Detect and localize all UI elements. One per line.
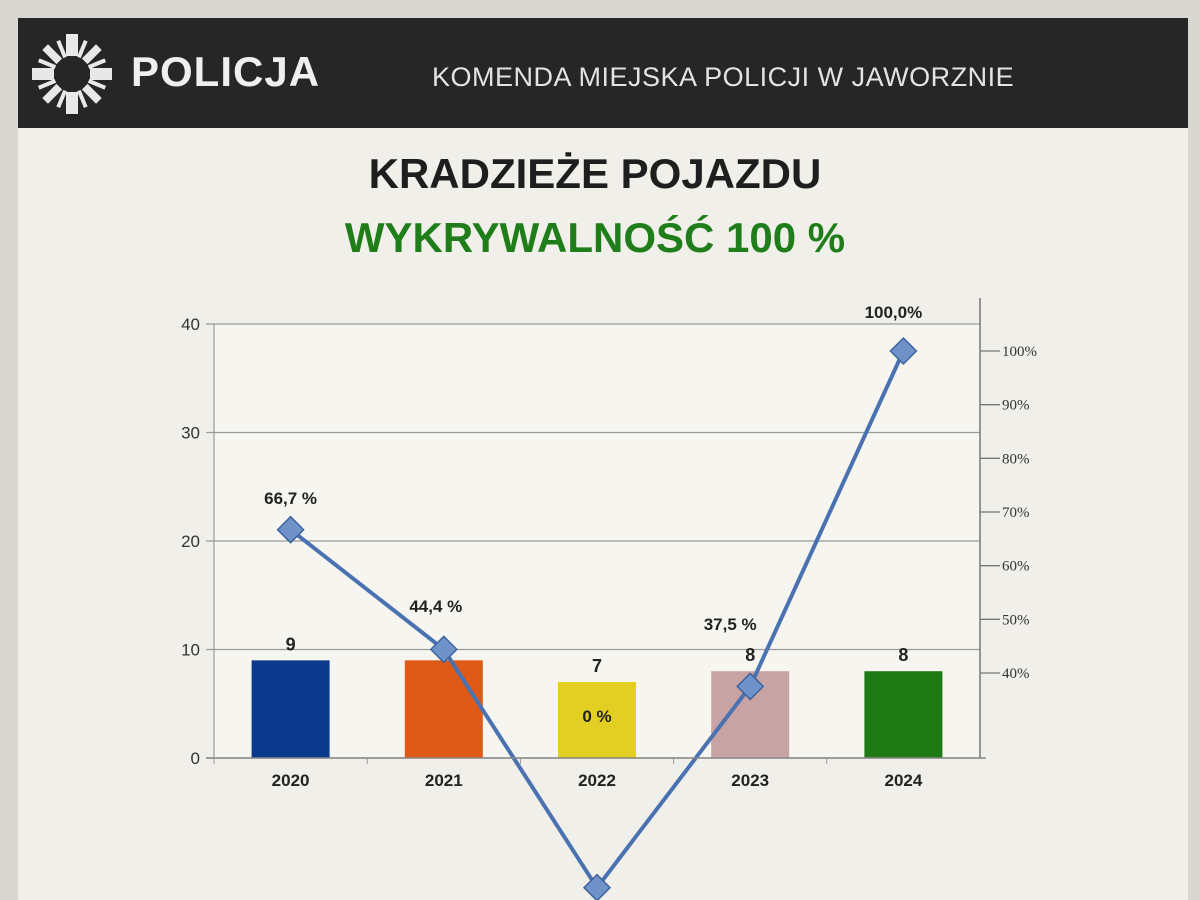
bar [251,660,330,758]
x-tick-label: 2021 [425,771,463,790]
x-tick-label: 2022 [578,771,616,790]
x-tick-label: 2023 [731,771,769,790]
line-value-label: 66,7 % [264,489,317,508]
y-right-tick-label: 70% [1002,505,1030,521]
bar [558,682,636,758]
bar-value-label: 7 [592,656,602,676]
y-right-tick-label: 40% [1002,666,1030,682]
y-right-tick-label: 100% [1002,344,1037,360]
line-marker [889,336,918,366]
police-star-icon [32,34,112,114]
y-left-tick-label: 20 [181,532,200,551]
bar [864,671,943,758]
header-bar: POLICJA KOMENDA MIEJSKA POLICJI W JAWORZ… [18,18,1188,128]
bar-value-label: 9 [286,634,296,654]
bar-value-label: 8 [745,645,755,665]
unit-name: KOMENDA MIEJSKA POLICJI W JAWORZNIE [432,62,1015,92]
line-marker [429,635,458,664]
x-tick-label: 2020 [272,771,310,790]
y-right-tick-label: 50% [1002,612,1030,628]
x-tick-label: 2024 [884,771,922,790]
y-left-tick-label: 10 [181,641,200,660]
line-value-label: 37,5 % [704,615,757,634]
y-right-tick-label: 60% [1002,559,1030,575]
line-marker [276,515,305,544]
combo-chart: 0 10 20 30 40 40% 50% 60% 70% 80% 90% 100% 2020 2021 2… [181,298,1037,900]
line-value-label: 100,0% [865,303,923,322]
line-value-label: 44,4 % [409,597,462,616]
chart-subtitle: WYKRYWALNOŚĆ 100 % [344,214,846,261]
y-right-tick-label: 80% [1002,451,1030,467]
presentation-slide: POLICJA KOMENDA MIEJSKA POLICJI W JAWORZ… [18,18,1188,900]
y-left-tick-label: 0 [191,749,200,768]
brand-name: POLICJA [131,48,321,95]
line-value-label: 0 % [582,707,611,726]
bar-value-label: 8 [898,645,908,665]
y-right-tick-label: 90% [1002,398,1030,414]
line-marker [736,672,765,701]
y-left-tick-label: 40 [181,315,200,334]
chart-title: KRADZIEŻE POJAZDU [368,150,822,197]
y-left-tick-label: 30 [181,424,200,443]
bar [404,660,483,758]
line-marker [582,873,612,900]
